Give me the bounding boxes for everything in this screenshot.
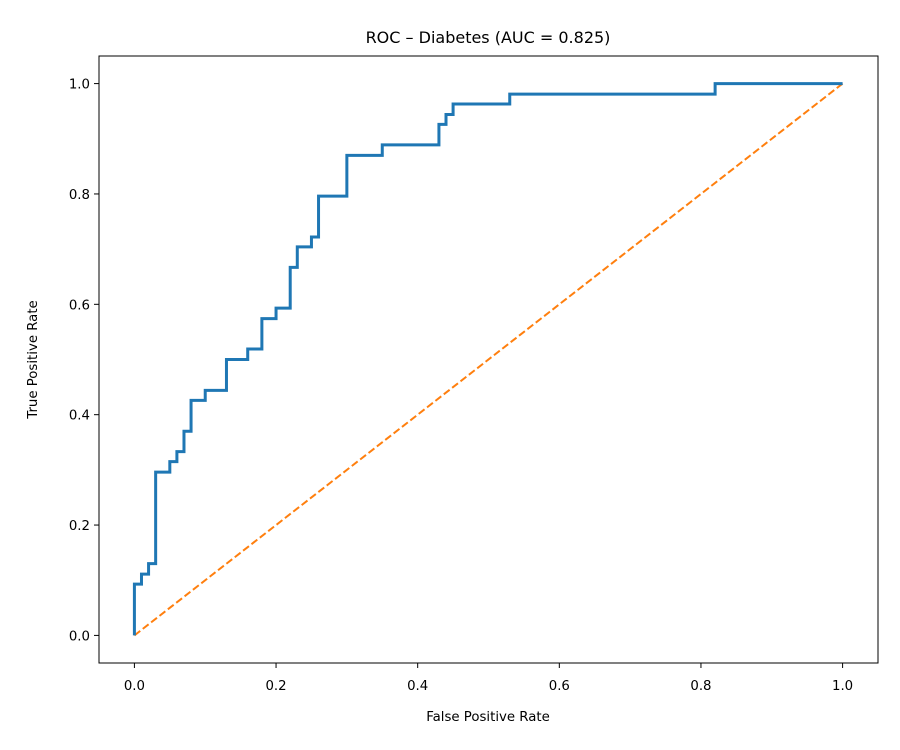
x-tick-label: 0.0 [124, 679, 145, 694]
roc-curve-line [132, 82, 843, 636]
y-axis-label: True Positive Rate [26, 300, 41, 419]
chart-title: ROC – Diabetes (AUC = 0.825) [366, 28, 611, 47]
x-tick-label: 0.2 [265, 679, 286, 694]
x-axis: 0.0 0.2 0.4 0.6 0.8 1.0 [124, 663, 853, 694]
x-tick-label: 0.6 [549, 679, 570, 694]
axes-frame [98, 55, 879, 664]
y-tick-label: 0.4 [69, 409, 90, 424]
plot-area [132, 82, 844, 637]
y-tick-label: 0.6 [69, 298, 90, 313]
x-tick-label: 1.0 [832, 679, 853, 694]
chance-diagonal-line [133, 82, 844, 637]
x-tick-label: 0.4 [407, 679, 428, 694]
y-tick-label: 0.8 [69, 188, 90, 203]
x-tick-label: 0.8 [690, 679, 711, 694]
x-axis-label: False Positive Rate [426, 710, 550, 725]
y-tick-label: 0.2 [69, 519, 90, 534]
y-tick-label: 0.0 [69, 629, 90, 644]
y-axis: 0.0 0.2 0.4 0.6 0.8 1.0 [69, 78, 99, 644]
y-tick-label: 1.0 [69, 78, 90, 93]
